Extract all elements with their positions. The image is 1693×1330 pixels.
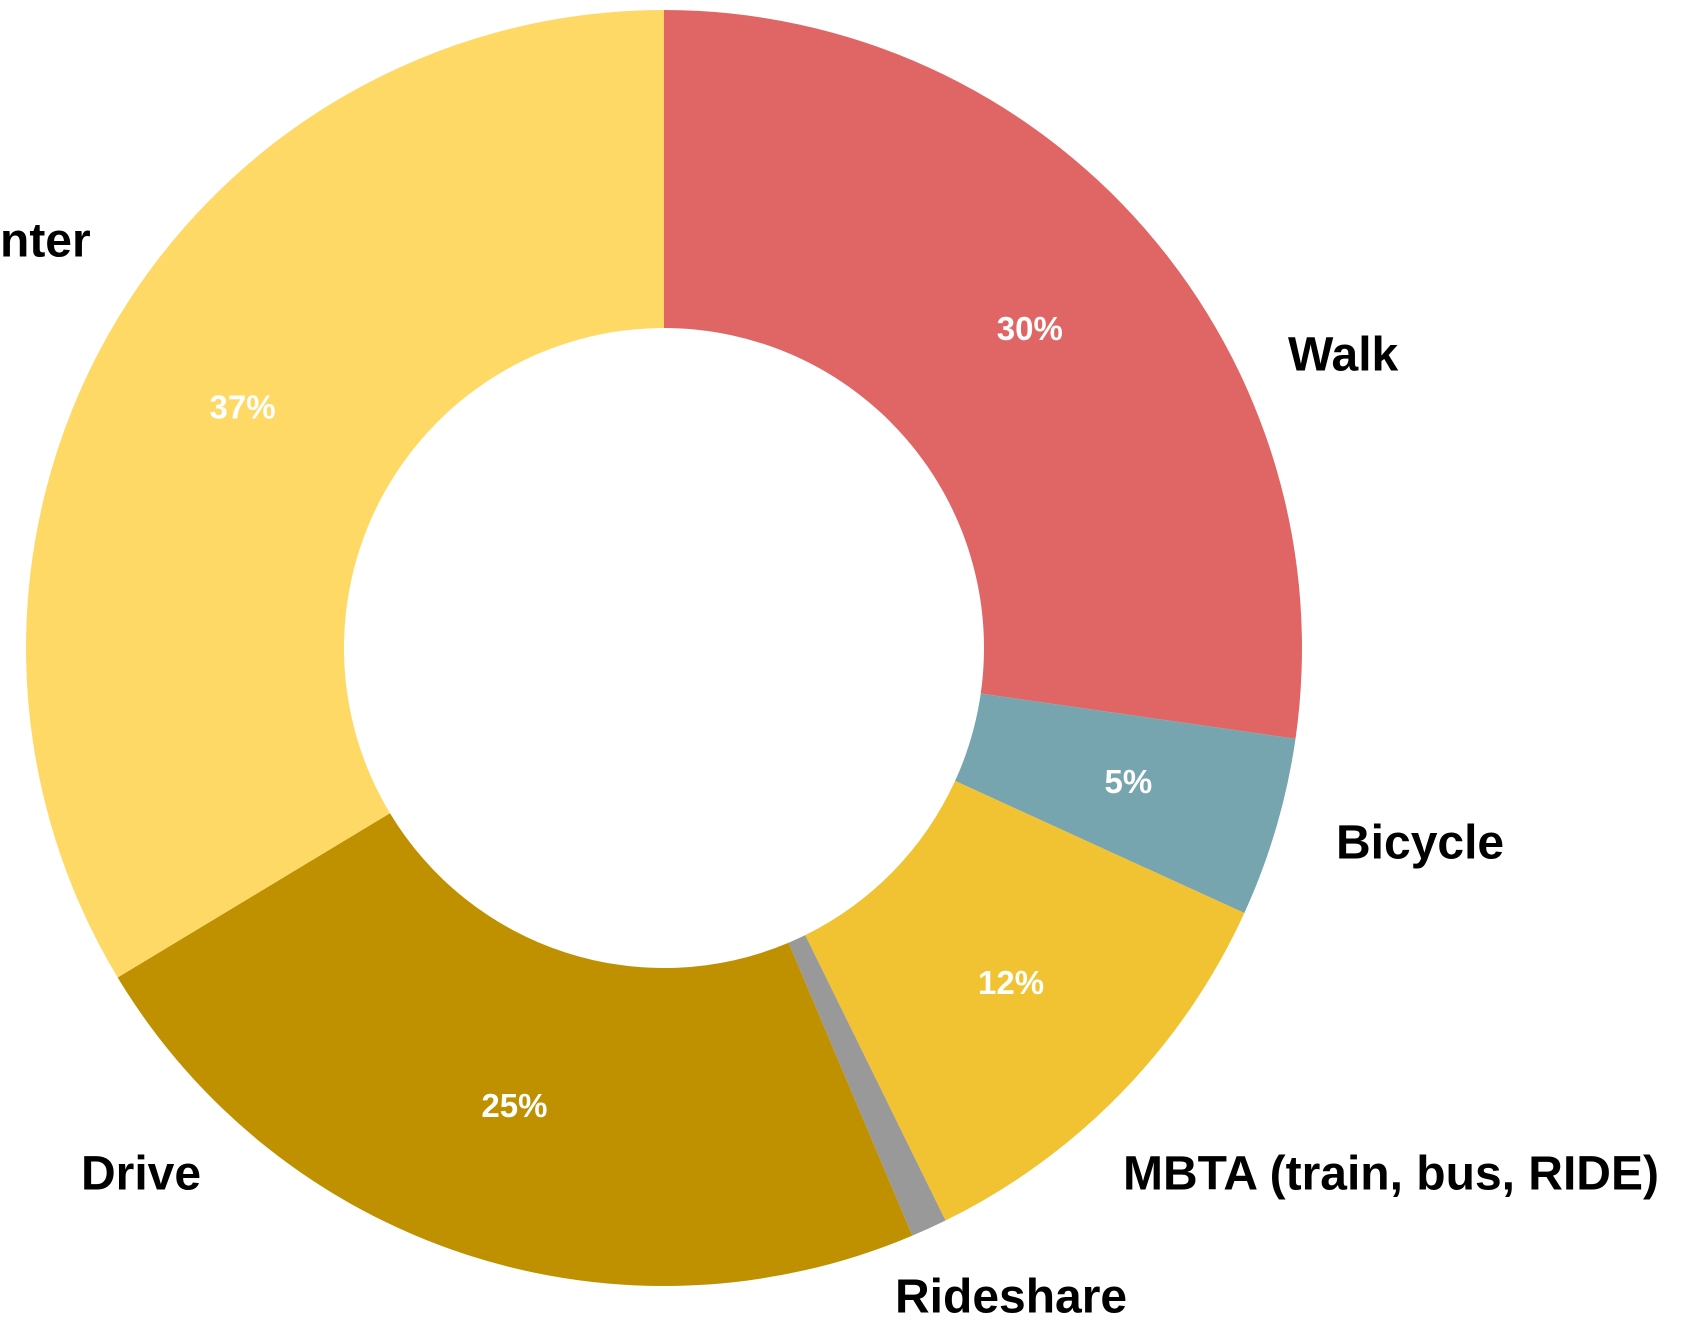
value-label: 25% xyxy=(481,1087,547,1124)
donut-slice xyxy=(117,813,913,1286)
category-label: Bicycle xyxy=(1336,817,1504,870)
value-label: 37% xyxy=(210,389,276,426)
category-label: Walk xyxy=(1288,329,1399,382)
value-label: 12% xyxy=(978,964,1044,1001)
donut-slice xyxy=(788,935,946,1236)
category-label: nter xyxy=(0,215,91,268)
value-label: 5% xyxy=(1105,763,1153,800)
category-label: MBTA (train, bus, RIDE) xyxy=(1123,1148,1659,1201)
category-label: Drive xyxy=(81,1148,201,1201)
value-label: 30% xyxy=(997,310,1063,347)
donut-slice xyxy=(805,780,1245,1221)
category-label: Rideshare xyxy=(895,1271,1127,1324)
donut-slice xyxy=(955,693,1296,914)
donut-slice xyxy=(664,10,1303,739)
donut-slice xyxy=(25,10,665,978)
